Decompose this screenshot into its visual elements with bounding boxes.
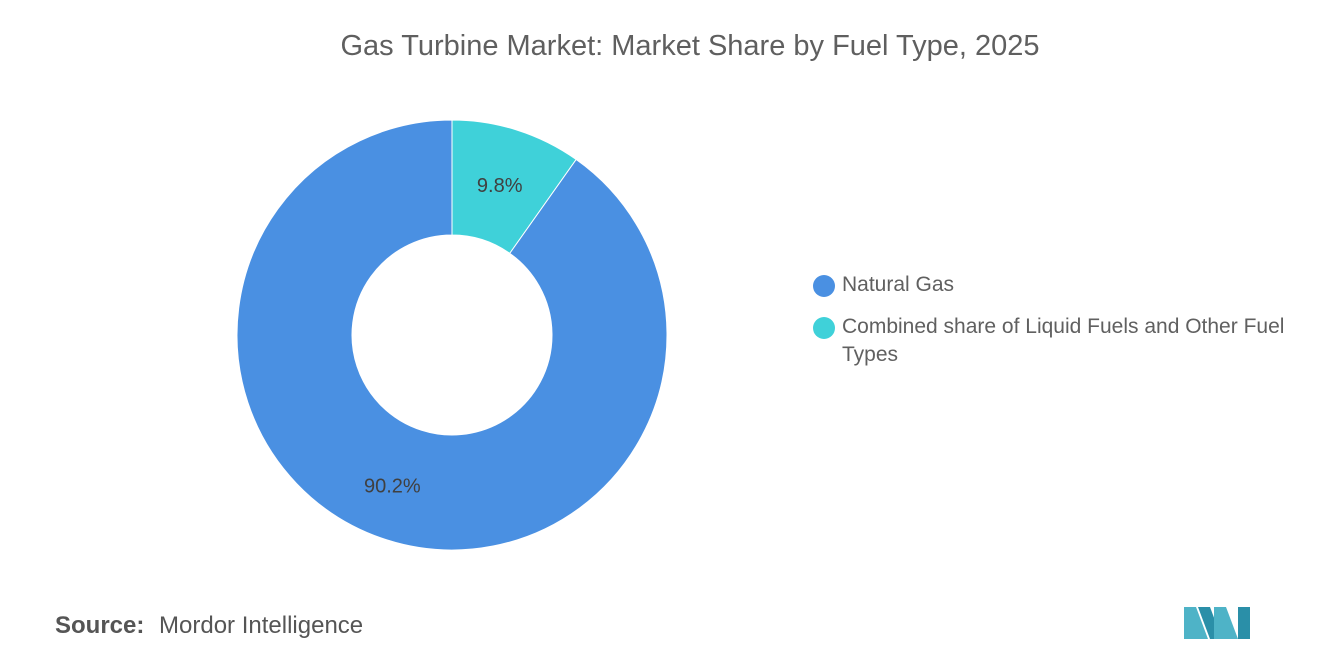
source-value: Mordor Intelligence xyxy=(159,612,364,639)
legend-label-combined-other: Combined share of Liquid Fuels and Other… xyxy=(842,315,1285,366)
chart-title: Gas Turbine Market: Market Share by Fuel… xyxy=(340,30,1040,62)
legend-swatch-natural-gas xyxy=(813,275,835,297)
donut-slice-natural-gas[interactable] xyxy=(236,119,668,551)
mordor-intelligence-logo-icon xyxy=(1184,607,1250,639)
legend-item-combined-other[interactable]: Combined share of Liquid Fuels and Other… xyxy=(813,313,1293,369)
legend: Natural Gas Combined share of Liquid Fue… xyxy=(813,271,1293,383)
source-line: Source: Mordor Intelligence xyxy=(55,612,363,640)
data-label-combined-other: 9.8% xyxy=(477,175,523,197)
source-key: Source: xyxy=(55,612,145,639)
legend-item-natural-gas[interactable]: Natural Gas xyxy=(813,271,1293,299)
legend-swatch-combined-other xyxy=(813,317,835,339)
data-label-natural-gas: 90.2% xyxy=(364,476,421,498)
legend-label-natural-gas: Natural Gas xyxy=(842,273,955,296)
